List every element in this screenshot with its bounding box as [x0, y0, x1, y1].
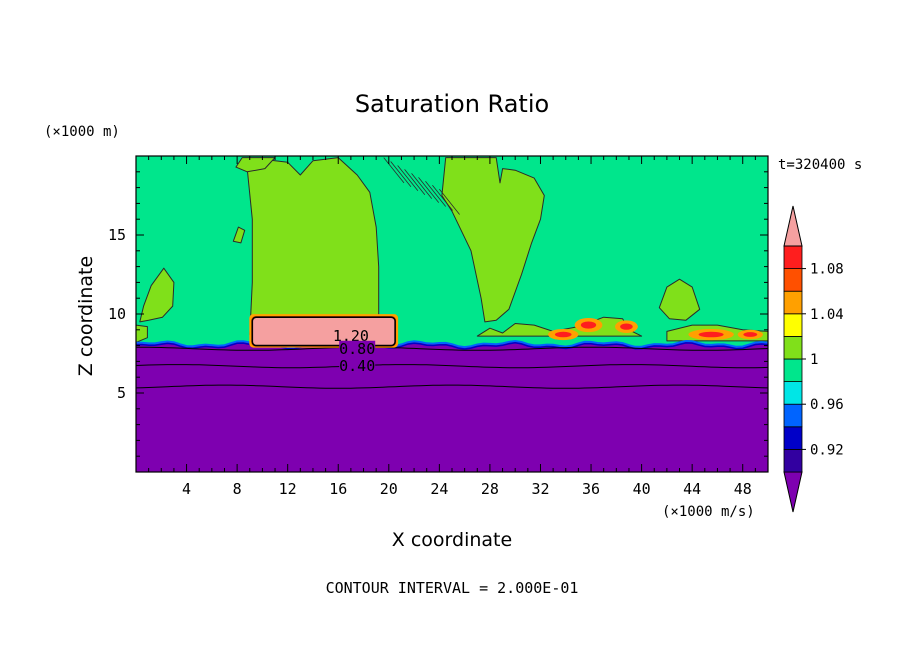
colorbar-band — [783, 426, 803, 450]
x-tick-label: 16 — [329, 480, 347, 498]
saturated-puff-core — [580, 321, 597, 329]
plot-area: 1.200.800.40 — [136, 156, 768, 472]
wave-streak — [404, 169, 426, 195]
saturated-puff-core — [620, 323, 633, 330]
wave-streak — [383, 157, 405, 184]
colorbar-tick-label: 1.08 — [810, 262, 844, 278]
colorbar-tick-label: 0.92 — [810, 442, 844, 458]
field-layer: 1.200.800.40 — [136, 156, 768, 472]
x-tick-label: 32 — [531, 480, 549, 498]
y-axis-label: Z coordinate — [75, 256, 97, 376]
colorbar-tick-label: 1 — [810, 352, 818, 368]
x-tick-label: 4 — [182, 480, 191, 498]
supersaturated-plume — [658, 278, 701, 321]
wave-streak — [425, 181, 446, 207]
supersaturated-plume — [441, 157, 545, 323]
colorbar-lower-arrow — [783, 471, 803, 513]
contour-line — [136, 346, 768, 351]
colorbar-tick-label: 0.96 — [810, 397, 844, 413]
x-tick-label: 12 — [279, 480, 297, 498]
x-tick-label: 44 — [683, 480, 701, 498]
contour-label: 1.20 — [333, 327, 369, 345]
x-tick-label: 8 — [233, 480, 242, 498]
x-tick-label: 20 — [380, 480, 398, 498]
colorbar-tick-label: 1.04 — [810, 307, 844, 323]
colorbar-band — [783, 245, 803, 270]
saturated-puff-core — [743, 332, 758, 337]
supersaturated-plume — [246, 157, 380, 335]
saturated-puff-core — [554, 331, 572, 338]
x-tick-label: 28 — [481, 480, 499, 498]
y-unit-label: (×1000 m) — [44, 124, 120, 140]
contour-label-bg — [332, 328, 369, 343]
wave-streak — [439, 188, 460, 215]
contour-label: 0.80 — [339, 340, 375, 358]
x-tick-label: 40 — [633, 480, 651, 498]
colorbar-band — [783, 448, 803, 473]
wave-streak — [390, 161, 412, 188]
x-tick-label: 36 — [582, 480, 600, 498]
x-unit-label: (×1000 m/s) — [662, 504, 755, 520]
colorbar-upper-arrow — [783, 205, 803, 247]
wave-streak — [411, 173, 433, 199]
x-tick-label: 24 — [430, 480, 448, 498]
chart-title: Saturation Ratio — [355, 90, 549, 118]
time-label: t=320400 s — [778, 157, 862, 173]
supersaturated-plume — [232, 226, 246, 244]
x-tick-label: 48 — [734, 480, 752, 498]
dry-layer — [136, 341, 768, 472]
colorbar-band — [783, 358, 803, 383]
supersaturated-plume — [139, 267, 175, 323]
y-tick-label: 5 — [117, 384, 126, 402]
contour-line — [136, 384, 768, 389]
contour-label-bg — [339, 340, 376, 355]
colorbar-band — [783, 335, 803, 360]
colorbar-band — [783, 290, 803, 315]
contour-line — [136, 364, 768, 369]
wave-streak — [432, 184, 453, 211]
colorbar-band — [783, 403, 803, 428]
y-tick-label: 15 — [108, 226, 126, 244]
colorbar-band — [783, 313, 803, 337]
x-axis-label: X coordinate — [392, 529, 512, 551]
supersaturated-plume — [235, 157, 276, 173]
inversion-band — [136, 342, 768, 350]
contour-label: 0.40 — [339, 357, 375, 375]
colorbar: 1.08 1.04 1 0.96 0.92 — [783, 205, 844, 513]
colorbar-band — [783, 381, 803, 405]
saturated-puff-core — [698, 331, 724, 338]
contour-interval-footer: CONTOUR INTERVAL = 2.000E-01 — [326, 579, 579, 597]
contour-label-bg — [339, 358, 376, 373]
wave-streak — [397, 165, 419, 192]
wave-streak — [418, 177, 440, 203]
inversion-band — [136, 339, 768, 349]
y-tick-label: 10 — [108, 305, 126, 323]
colorbar-band — [783, 268, 803, 292]
